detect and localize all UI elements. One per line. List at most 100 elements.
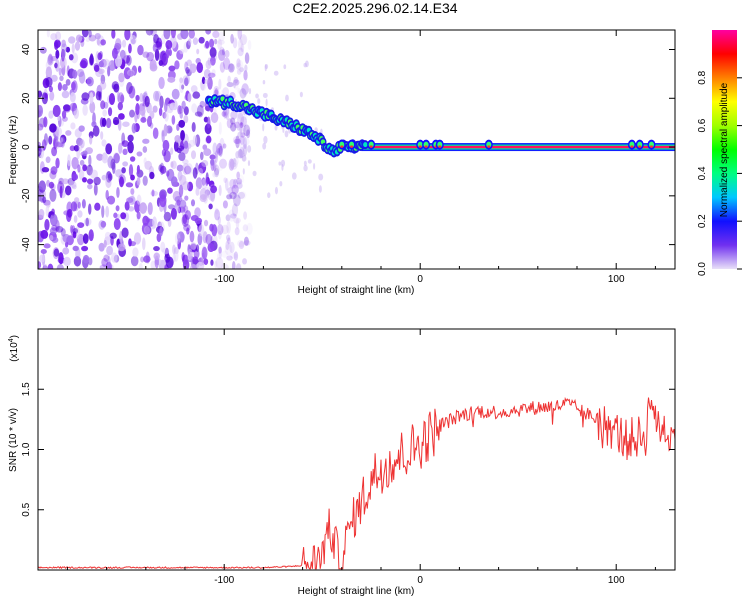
- spectrogram-noise-cell: [48, 53, 53, 65]
- spectrogram-noise-cell: [221, 224, 229, 235]
- spectrogram-noise-cell: [278, 161, 282, 166]
- spectrogram-noise-cell: [49, 213, 58, 227]
- snr-x-tick-label: -100: [214, 575, 234, 586]
- spectrogram-spot-peak: [418, 145, 422, 148]
- spectrogram-noise-cell: [262, 80, 266, 85]
- spectrogram-y-tick-label: 40: [21, 44, 32, 56]
- spectrogram-frame: [37, 29, 676, 270]
- spectrogram-noise-cell: [103, 239, 107, 248]
- spectrogram-noise-cell: [237, 239, 245, 248]
- spectrogram-noise-cell: [55, 49, 60, 59]
- spectrogram-noise-cell: [178, 119, 186, 128]
- spectrogram-noise-cell: [131, 122, 137, 134]
- snr-x-tick-label: 100: [608, 575, 625, 586]
- snr-y-label: SNR (10 * v/v): [8, 408, 19, 472]
- spectrogram-noise-cell: [219, 137, 225, 151]
- spectrogram-noise-cell: [78, 169, 85, 181]
- spectrogram-noise-cell: [121, 39, 127, 48]
- spectrogram-noise-cell: [41, 139, 47, 151]
- spectrogram-noise-cell: [205, 135, 212, 144]
- spectrogram-noise-cell: [97, 52, 103, 61]
- spectrogram-noise-cell: [159, 226, 163, 237]
- spectrogram-noise-cell: [69, 225, 74, 234]
- spectrogram-noise-cell: [48, 181, 55, 189]
- spectrogram-noise-cell: [113, 153, 120, 164]
- spectrogram-noise-cell: [98, 242, 105, 252]
- spectrogram-noise-cell: [77, 143, 83, 152]
- spectrogram-noise-cell: [279, 181, 283, 187]
- snr-multiplier-base: (x10: [9, 342, 20, 362]
- spectrogram-noise-cell: [41, 167, 50, 173]
- spectrogram-noise-cell: [89, 135, 93, 145]
- spectrogram-noise-cell: [236, 58, 241, 68]
- spectrogram-noise-cell: [238, 240, 245, 250]
- spectrogram-noise-cell: [48, 110, 54, 119]
- spectrogram-noise-cell: [55, 31, 62, 41]
- spectrogram-noise-cell: [242, 137, 250, 146]
- spectrogram-noise-cell: [130, 174, 135, 181]
- spectrogram-noise-cell: [72, 228, 79, 234]
- spectrogram-noise-cell: [209, 47, 217, 58]
- spectrogram-noise-cell: [94, 202, 101, 211]
- spectrogram-noise-cell: [207, 242, 215, 253]
- spectrogram-noise-cell: [98, 68, 105, 75]
- snr-x-label: Height of straight line (km): [298, 586, 415, 597]
- spectrogram-noise-cell: [161, 33, 166, 45]
- spectrogram-noise-cell: [101, 139, 107, 147]
- spectrogram-noise-cell: [45, 77, 53, 88]
- spectrogram-noise-cell: [226, 82, 234, 88]
- spectrogram-noise-cell: [218, 145, 223, 157]
- spectrogram-noise-cell: [44, 218, 50, 231]
- spectrogram-noise-cell: [237, 30, 243, 40]
- spectrogram-noise-cell: [61, 90, 70, 99]
- spectrogram-noise-cell: [221, 250, 229, 258]
- spectrogram-noise-cell: [105, 171, 112, 183]
- spectrogram-noise-cell: [243, 70, 248, 81]
- spectrogram-noise-cell: [181, 100, 186, 110]
- spectrogram-noise-cell: [50, 166, 58, 175]
- spectrogram-noise-cell: [99, 264, 108, 269]
- spectrogram-noise-cell: [217, 252, 222, 260]
- colorbar-tick-label: 0.0: [697, 262, 708, 276]
- spectrogram-noise-cell: [195, 177, 203, 190]
- spectrogram-noise-cell: [217, 147, 221, 154]
- spectrogram-noise-cell: [170, 161, 174, 168]
- spectrogram-noise-cell: [61, 178, 70, 185]
- spectrogram-x-tick-label: 100: [608, 274, 625, 285]
- colorbar-ticks: 0.0 0.2 0.4 0.6 0.8: [697, 70, 742, 276]
- spectrogram-noise-cell: [181, 252, 185, 262]
- spectrogram-noise-cell: [226, 255, 233, 261]
- spectrogram-noise-cell: [237, 131, 243, 138]
- spectrogram-noise-cell: [135, 103, 140, 116]
- spectrogram-y-label: Frequency (Hz): [8, 116, 19, 185]
- spectrogram-noise-cell: [126, 54, 132, 66]
- spectrogram-noise-cell: [201, 177, 206, 186]
- spectrogram-noise-cell: [142, 175, 148, 186]
- spectrogram-noise-cell: [69, 92, 76, 103]
- spectrogram-noise-cell: [164, 100, 168, 113]
- spectrogram-noise-cell: [283, 64, 287, 70]
- spectrogram-y-tick-label: -20: [21, 188, 32, 203]
- spectrogram-noise-cell: [232, 136, 241, 144]
- spectrogram-noise-cell: [100, 220, 107, 228]
- snr-series-line: [38, 396, 675, 570]
- spectrogram-noise-cell: [89, 169, 98, 179]
- spectrogram-noise-cell: [203, 186, 212, 196]
- spectrogram-noise-cell: [38, 180, 46, 193]
- spectrogram-noise-cell: [122, 161, 129, 167]
- spectrogram-noise-cell: [305, 60, 309, 68]
- spectrogram-noise-cell: [110, 158, 116, 170]
- spectrogram-noise-cell: [78, 125, 85, 132]
- colorbar-tick-label: 0.4: [697, 166, 708, 180]
- spectrogram-noise-cell: [87, 183, 93, 190]
- spectrogram-noise-cell: [81, 30, 89, 38]
- spectrogram-noise-cell: [105, 177, 112, 189]
- spectrogram-noise-cell: [307, 159, 312, 164]
- spectrogram-noise-cell: [214, 38, 218, 45]
- spectrogram-noise-cell: [114, 55, 123, 68]
- spectrogram-noise-cell: [243, 90, 247, 97]
- spectrogram-noise-cell: [192, 91, 201, 99]
- spectrogram-noise-cell: [241, 153, 247, 162]
- spectrogram-noise-cell: [118, 142, 123, 154]
- spectrogram-noise-cell: [127, 69, 135, 77]
